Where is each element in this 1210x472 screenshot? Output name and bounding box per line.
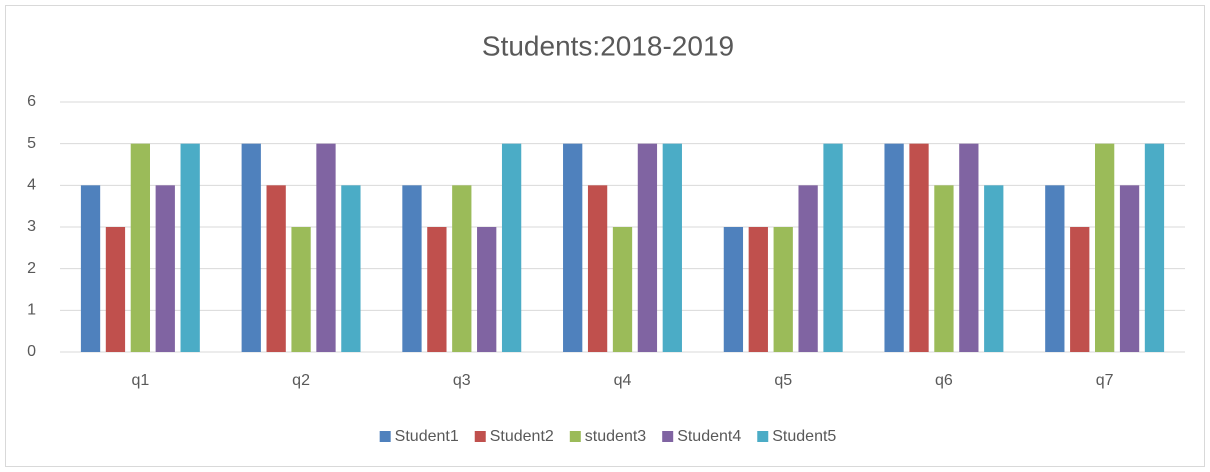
legend-label: Student1	[395, 428, 459, 445]
bar	[427, 227, 447, 352]
bar	[180, 143, 200, 352]
bar	[1095, 143, 1115, 352]
y-tick-label: 5	[27, 135, 36, 152]
bar	[501, 143, 522, 352]
legend-label: student3	[585, 428, 646, 445]
bar	[155, 185, 175, 352]
bar	[1045, 185, 1065, 352]
y-tick-label: 3	[27, 218, 36, 235]
bar	[587, 185, 608, 352]
legend-swatch	[379, 431, 391, 442]
legend-label: Student4	[677, 428, 741, 445]
bar	[1119, 185, 1140, 352]
bar	[452, 185, 472, 352]
legend-swatch	[474, 431, 486, 442]
x-tick-label: q2	[292, 372, 310, 389]
legend-swatch	[569, 431, 581, 442]
x-tick-label: q3	[453, 372, 471, 389]
bar	[1070, 227, 1090, 352]
bar	[984, 185, 1004, 352]
bar	[266, 185, 286, 352]
bar	[934, 185, 954, 352]
x-tick-label: q7	[1096, 372, 1114, 389]
x-tick-label: q5	[774, 372, 792, 389]
bar	[291, 227, 311, 352]
bar	[748, 227, 768, 352]
bar	[723, 227, 744, 352]
legend-label: Student2	[490, 428, 554, 445]
bar	[959, 143, 979, 352]
y-tick-label: 0	[27, 343, 36, 360]
legend-swatch	[662, 431, 674, 442]
bar	[241, 143, 261, 352]
bar	[477, 227, 497, 352]
bar	[563, 143, 583, 352]
bar	[130, 143, 150, 352]
bar	[773, 227, 793, 352]
y-tick-label: 6	[27, 93, 36, 110]
x-tick-label: q4	[614, 372, 632, 389]
x-tick-label: q1	[131, 372, 149, 389]
bar	[1144, 143, 1165, 352]
legend-label: Student5	[772, 428, 836, 445]
bar	[80, 185, 101, 352]
chart-title: Students:2018-2019	[482, 30, 734, 61]
y-tick-label: 4	[27, 177, 36, 194]
bar	[909, 143, 929, 352]
bar	[402, 185, 422, 352]
bar	[316, 143, 336, 352]
bar	[884, 143, 904, 352]
legend-swatch	[757, 431, 769, 442]
bar	[823, 143, 843, 352]
x-tick-label: q6	[935, 372, 953, 389]
bar	[612, 227, 633, 352]
bar	[105, 227, 126, 352]
bar	[341, 185, 361, 352]
bar	[662, 143, 682, 352]
y-tick-label: 2	[27, 260, 36, 277]
bar	[798, 185, 818, 352]
y-tick-label: 1	[27, 302, 36, 319]
bar	[637, 143, 658, 352]
